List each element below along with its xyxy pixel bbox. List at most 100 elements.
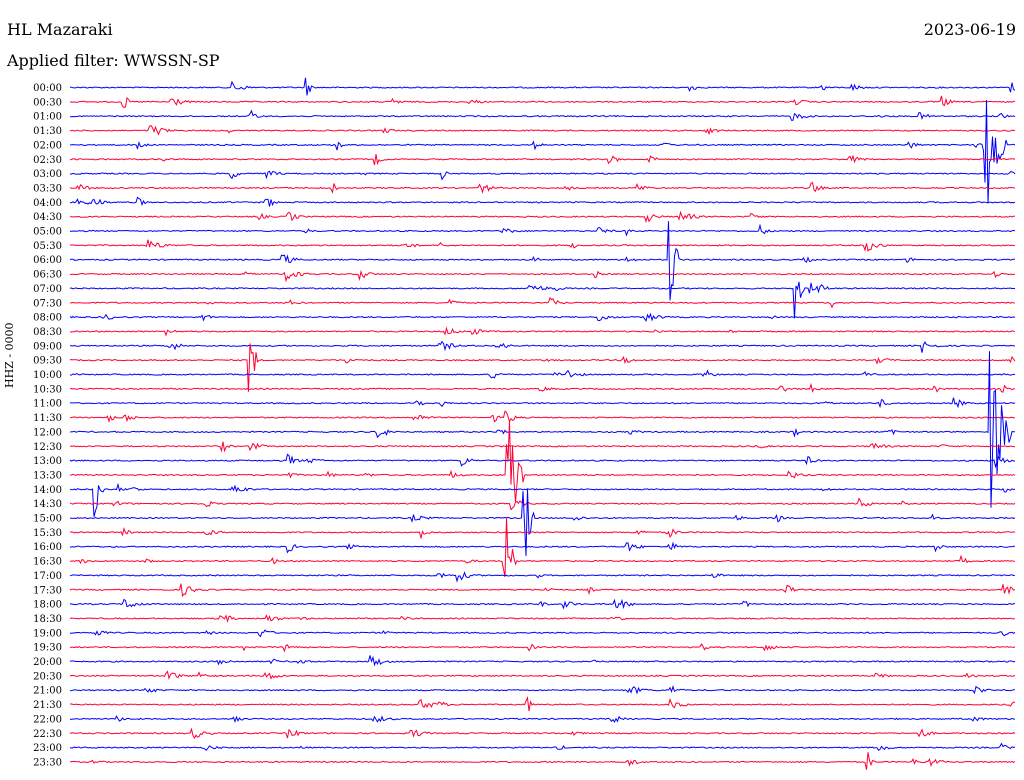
- tick-label: 07:30: [33, 298, 62, 309]
- tick-label: 13:00: [33, 456, 62, 467]
- trace-line: [69, 343, 1016, 392]
- tick-label: 04:30: [33, 212, 62, 223]
- tick-label: 02:00: [33, 140, 62, 151]
- trace-line: [70, 742, 1016, 752]
- trace-line: [69, 296, 1016, 309]
- trace-line: [69, 420, 1016, 502]
- trace-line: [69, 410, 1016, 424]
- tick-label: 15:00: [33, 514, 62, 525]
- trace-line: [69, 727, 1016, 740]
- trace-line: [69, 541, 1015, 554]
- tick-label: 05:30: [33, 241, 62, 252]
- tick-label: 11:30: [33, 413, 62, 424]
- date-label: 2023-06-19: [923, 20, 1016, 39]
- tick-label: 08:00: [33, 313, 62, 324]
- tick-label: 22:00: [33, 714, 62, 725]
- trace-line: [69, 340, 1016, 353]
- tick-label: 12:30: [33, 442, 62, 453]
- station-title: HL Mazaraki: [7, 20, 113, 39]
- tick-label: 04:00: [33, 198, 62, 209]
- trace-line: [69, 269, 1016, 283]
- tick-label: 03:30: [33, 183, 62, 194]
- trace-line: [69, 685, 1016, 695]
- tick-label: 18:30: [33, 614, 62, 625]
- trace-line: [69, 369, 1016, 379]
- tick-label: 10:00: [33, 370, 62, 381]
- tick-label: 20:30: [33, 671, 62, 682]
- trace-line: [69, 326, 1016, 337]
- tick-label: 14:30: [33, 499, 62, 510]
- trace-line: [69, 95, 1016, 108]
- trace-line: [70, 527, 1016, 539]
- trace-line: [69, 170, 1016, 181]
- tick-label: 15:30: [33, 528, 62, 539]
- trace-line: [69, 670, 1016, 681]
- tick-label: 14:00: [33, 485, 62, 496]
- trace-line: [69, 583, 1016, 598]
- tick-label: 23:30: [33, 757, 62, 768]
- trace-line: [69, 312, 1016, 322]
- trace-line: [69, 99, 1016, 204]
- tick-label: 11:00: [33, 399, 62, 410]
- trace-line: [69, 571, 1016, 583]
- tick-label: 12:00: [33, 427, 62, 438]
- tick-label: 07:00: [33, 284, 62, 295]
- tick-label: 20:00: [33, 657, 62, 668]
- trace-line: [69, 223, 1016, 237]
- trace-line: [69, 629, 1016, 638]
- tick-label: 00:00: [33, 83, 62, 94]
- tick-label: 03:00: [33, 169, 62, 180]
- tick-label: 09:30: [33, 356, 62, 367]
- trace-line: [69, 181, 1016, 194]
- tick-label: 21:30: [33, 700, 62, 711]
- tick-label: 02:30: [33, 155, 62, 166]
- tick-label: 10:30: [33, 384, 62, 395]
- tick-label: 00:30: [33, 97, 62, 108]
- tick-label: 23:00: [33, 743, 62, 754]
- tick-label: 09:00: [33, 341, 62, 352]
- trace-line: [69, 715, 1016, 724]
- tick-label: 01:30: [33, 126, 62, 137]
- tick-label: 21:00: [33, 686, 62, 697]
- tick-label: 19:30: [33, 643, 62, 654]
- filter-label: Applied filter: WWSSN-SP: [7, 51, 220, 70]
- tick-label: 18:00: [33, 600, 62, 611]
- trace-line: [70, 695, 1016, 712]
- trace-line: [69, 482, 1016, 517]
- tick-label: 13:30: [33, 470, 62, 481]
- tick-label: 17:00: [33, 571, 62, 582]
- tick-label: 06:30: [33, 270, 62, 281]
- trace-line: [69, 154, 1016, 166]
- tick-label: 19:00: [33, 628, 62, 639]
- tick-label: 16:00: [33, 542, 62, 553]
- trace-line: [69, 614, 1016, 623]
- tick-label: 08:30: [33, 327, 62, 338]
- trace-line: [70, 196, 1016, 207]
- tick-label: 22:30: [33, 729, 62, 740]
- trace-line: [69, 382, 1015, 393]
- trace-line: [69, 281, 1016, 319]
- trace-line: [69, 489, 1016, 556]
- trace-line: [69, 643, 1016, 653]
- tick-label: 05:00: [33, 227, 62, 238]
- trace-line: [69, 221, 1016, 301]
- trace-line: [69, 397, 1016, 409]
- tick-label: 16:30: [33, 557, 62, 568]
- trace-line: [69, 497, 1016, 511]
- trace-line: [69, 351, 1016, 508]
- trace-line: [69, 210, 1016, 224]
- trace-line: [70, 77, 1016, 96]
- tick-label: 01:00: [33, 112, 62, 123]
- trace-line: [69, 124, 1016, 136]
- trace-line: [69, 239, 1016, 252]
- tick-label: 17:30: [33, 585, 62, 596]
- trace-line: [69, 517, 1016, 578]
- trace-line: [69, 655, 1016, 667]
- tick-label: 06:00: [33, 255, 62, 266]
- trace-line: [69, 598, 1016, 610]
- trace-line: [69, 441, 1016, 453]
- trace-line: [69, 453, 1015, 469]
- trace-line: [69, 752, 1016, 770]
- trace-line: [70, 109, 1016, 121]
